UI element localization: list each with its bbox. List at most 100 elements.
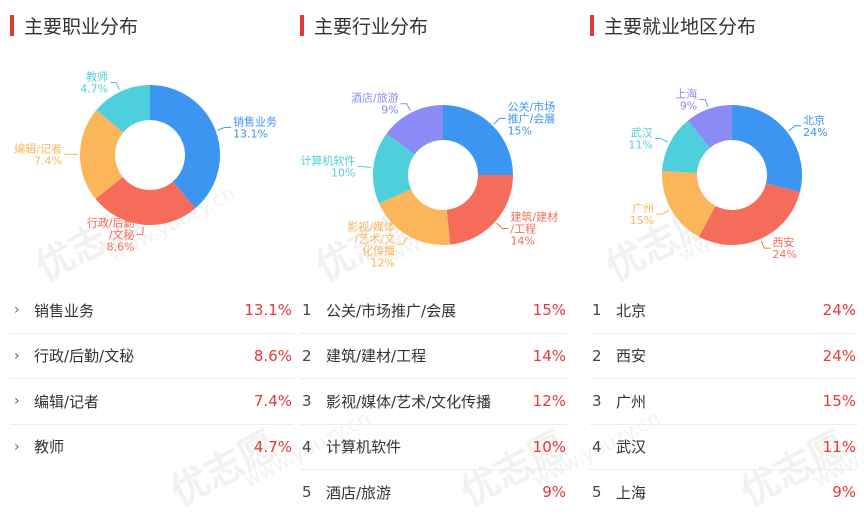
slice-label-line: /艺术/文 bbox=[355, 231, 395, 245]
slice-label: 行政/后勤/文秘 8.6% bbox=[87, 216, 135, 254]
slice-label-line: 公关/市场 bbox=[508, 99, 556, 113]
slice-label: 上海 9% bbox=[675, 87, 697, 113]
slice-label: 西安 24% bbox=[772, 235, 796, 261]
slice-label: 编辑/记者 7.4% bbox=[14, 141, 62, 167]
industry-rank-list: 1 公关/市场推广/会展 15% 2 建筑/建材/工程 14% 3 影视/媒体/… bbox=[300, 288, 568, 515]
slice-label-line: 酒店/旅游 bbox=[351, 91, 399, 105]
industry-percent: 10% bbox=[532, 437, 566, 456]
industry-name: 建筑/建材/工程 bbox=[326, 347, 427, 366]
slice-label-line: 化传播 bbox=[362, 243, 395, 257]
region-title-text: 主要就业地区分布 bbox=[604, 15, 757, 38]
occupation-percent: 7.4% bbox=[253, 392, 292, 411]
occupation-title-text: 主要职业分布 bbox=[24, 15, 139, 38]
donut-slice[interactable] bbox=[662, 120, 710, 174]
donut-slice[interactable] bbox=[373, 133, 415, 204]
occupation-list-item[interactable]: › 教师 4.7% bbox=[10, 425, 294, 470]
slice-label: 酒店/旅游 9% bbox=[351, 91, 399, 117]
slice-label: 销售业务 13.1% bbox=[233, 114, 277, 140]
rank-number: 1 bbox=[592, 301, 602, 320]
occupation-list-item[interactable]: › 销售业务 13.1% bbox=[10, 288, 294, 334]
label-leader-line bbox=[656, 209, 670, 215]
rank-number: 1 bbox=[302, 301, 312, 320]
region-list-item[interactable]: 2 西安 24% bbox=[590, 334, 858, 379]
industry-title-text: 主要行业分布 bbox=[314, 15, 429, 38]
slice-label-line: 12% bbox=[371, 256, 395, 269]
label-leader-line bbox=[788, 125, 802, 132]
donut-slice[interactable] bbox=[96, 85, 150, 133]
title-accent-bar bbox=[300, 14, 304, 36]
region-list-item[interactable]: 5 上海 9% bbox=[590, 470, 858, 515]
industry-list-item[interactable]: 1 公关/市场推广/会展 15% bbox=[300, 288, 568, 334]
occupation-distribution-panel: 主要职业分布 销售业务 13.1% 行政/后勤/文秘 8.6% 编辑/记者 7.4% 教师 4… bbox=[10, 0, 294, 524]
slice-label-line: 9% bbox=[381, 104, 398, 117]
industry-list-item[interactable]: 3 影视/媒体/艺术/文化传播 12% bbox=[300, 379, 568, 425]
slice-label-line: 行政/后勤 bbox=[87, 216, 135, 230]
occupation-percent: 4.7% bbox=[253, 437, 292, 456]
occupation-list-item[interactable]: › 编辑/记者 7.4% bbox=[10, 379, 294, 425]
slice-label: 广州 15% bbox=[630, 202, 654, 227]
occupation-name: 教师 bbox=[34, 438, 65, 457]
donut-slice[interactable] bbox=[443, 105, 513, 175]
industry-list-item[interactable]: 4 计算机软件 10% bbox=[300, 425, 568, 470]
industry-list-item[interactable]: 2 建筑/建材/工程 14% bbox=[300, 334, 568, 379]
occupation-section-title: 主要职业分布 bbox=[10, 12, 138, 38]
donut-slice[interactable] bbox=[80, 110, 124, 199]
industry-list-item[interactable]: 5 酒店/旅游 9% bbox=[300, 470, 568, 515]
industry-name: 酒店/旅游 bbox=[326, 483, 392, 502]
region-distribution-panel: 主要就业地区分布 北京 24% 西安 24% 广州 15% 武汉 11% 上海 9% 1 北京 2… bbox=[590, 0, 858, 524]
rank-number: 5 bbox=[302, 483, 312, 502]
slice-label-line: 10% bbox=[331, 167, 355, 180]
donut-slice[interactable] bbox=[379, 189, 451, 245]
slice-label-line: /工程 bbox=[510, 223, 536, 236]
slice-label: 北京 24% bbox=[803, 113, 827, 139]
label-leader-line bbox=[136, 226, 144, 236]
occupation-name: 编辑/记者 bbox=[34, 392, 100, 411]
slice-label-line: 15% bbox=[630, 214, 654, 227]
donut-slice[interactable] bbox=[698, 183, 800, 246]
occupation-name: 销售业务 bbox=[34, 301, 95, 320]
slice-label-line: 9% bbox=[680, 100, 697, 113]
rank-number: 2 bbox=[592, 346, 602, 365]
donut-slice[interactable] bbox=[732, 105, 802, 193]
region-name: 武汉 bbox=[616, 438, 647, 457]
label-leader-line bbox=[110, 82, 120, 90]
slice-label-line: 西安 bbox=[772, 235, 794, 249]
title-accent-bar bbox=[590, 14, 594, 36]
donut-slice[interactable] bbox=[446, 175, 513, 245]
chevron-right-icon: › bbox=[14, 393, 20, 410]
region-percent: 15% bbox=[822, 392, 856, 411]
slice-label-line: 7.4% bbox=[34, 154, 62, 167]
industry-distribution-panel: 主要行业分布 公关/市场推广/会展 15% 建筑/建材/工程 14% 影视/媒体/艺术/… bbox=[300, 0, 568, 524]
region-list-item[interactable]: 1 北京 24% bbox=[590, 288, 858, 334]
rank-number: 4 bbox=[302, 437, 312, 456]
slice-label-line: 编辑/记者 bbox=[14, 141, 62, 155]
industry-name: 公关/市场推广/会展 bbox=[326, 301, 457, 320]
donut-slice[interactable] bbox=[386, 105, 443, 155]
slice-label-line: 销售业务 bbox=[233, 114, 277, 128]
region-percent: 9% bbox=[832, 483, 856, 502]
region-percent: 24% bbox=[822, 346, 856, 365]
slice-label-line: 教师 bbox=[86, 71, 108, 84]
region-list-item[interactable]: 4 武汉 11% bbox=[590, 425, 858, 470]
slice-label: 影视/媒体/艺术/文化传播 12% bbox=[347, 219, 395, 269]
occupation-donut-chart: 销售业务 13.1% 行政/后勤/文秘 8.6% 编辑/记者 7.4% 教师 4.7% bbox=[14, 71, 277, 254]
industry-name: 影视/媒体/艺术/文化传播 bbox=[326, 392, 492, 411]
industry-donut-chart: 公关/市场推广/会展 15% 建筑/建材/工程 14% 影视/媒体/艺术/文化传播 12%… bbox=[300, 91, 558, 270]
donut-slice[interactable] bbox=[150, 85, 220, 209]
rank-number: 3 bbox=[302, 392, 312, 411]
occupation-rank-list: › 销售业务 13.1% › 行政/后勤/文秘 8.6% › 编辑/记者 7.4… bbox=[10, 288, 294, 469]
donut-slice[interactable] bbox=[687, 105, 732, 148]
chevron-right-icon: › bbox=[14, 302, 20, 319]
slice-label-line: 13.1% bbox=[233, 127, 268, 140]
donut-slice[interactable] bbox=[95, 176, 196, 225]
donut-slice[interactable] bbox=[662, 171, 716, 237]
region-list-item[interactable]: 3 广州 15% bbox=[590, 379, 858, 425]
region-donut-chart: 北京 24%西安 24%广州 15%武汉 11%上海 9% bbox=[628, 87, 827, 262]
slice-label-line: 计算机软件 bbox=[300, 154, 355, 168]
slice-label-line: 建筑/建材 bbox=[510, 210, 558, 224]
label-leader-line bbox=[400, 103, 411, 112]
label-leader-line bbox=[217, 126, 232, 131]
occupation-percent: 8.6% bbox=[253, 346, 292, 365]
slice-label-line: 推广/会展 bbox=[508, 111, 556, 125]
occupation-list-item[interactable]: › 行政/后勤/文秘 8.6% bbox=[10, 334, 294, 379]
